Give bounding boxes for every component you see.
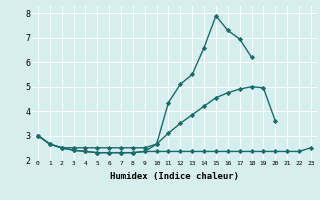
X-axis label: Humidex (Indice chaleur): Humidex (Indice chaleur) xyxy=(110,172,239,181)
